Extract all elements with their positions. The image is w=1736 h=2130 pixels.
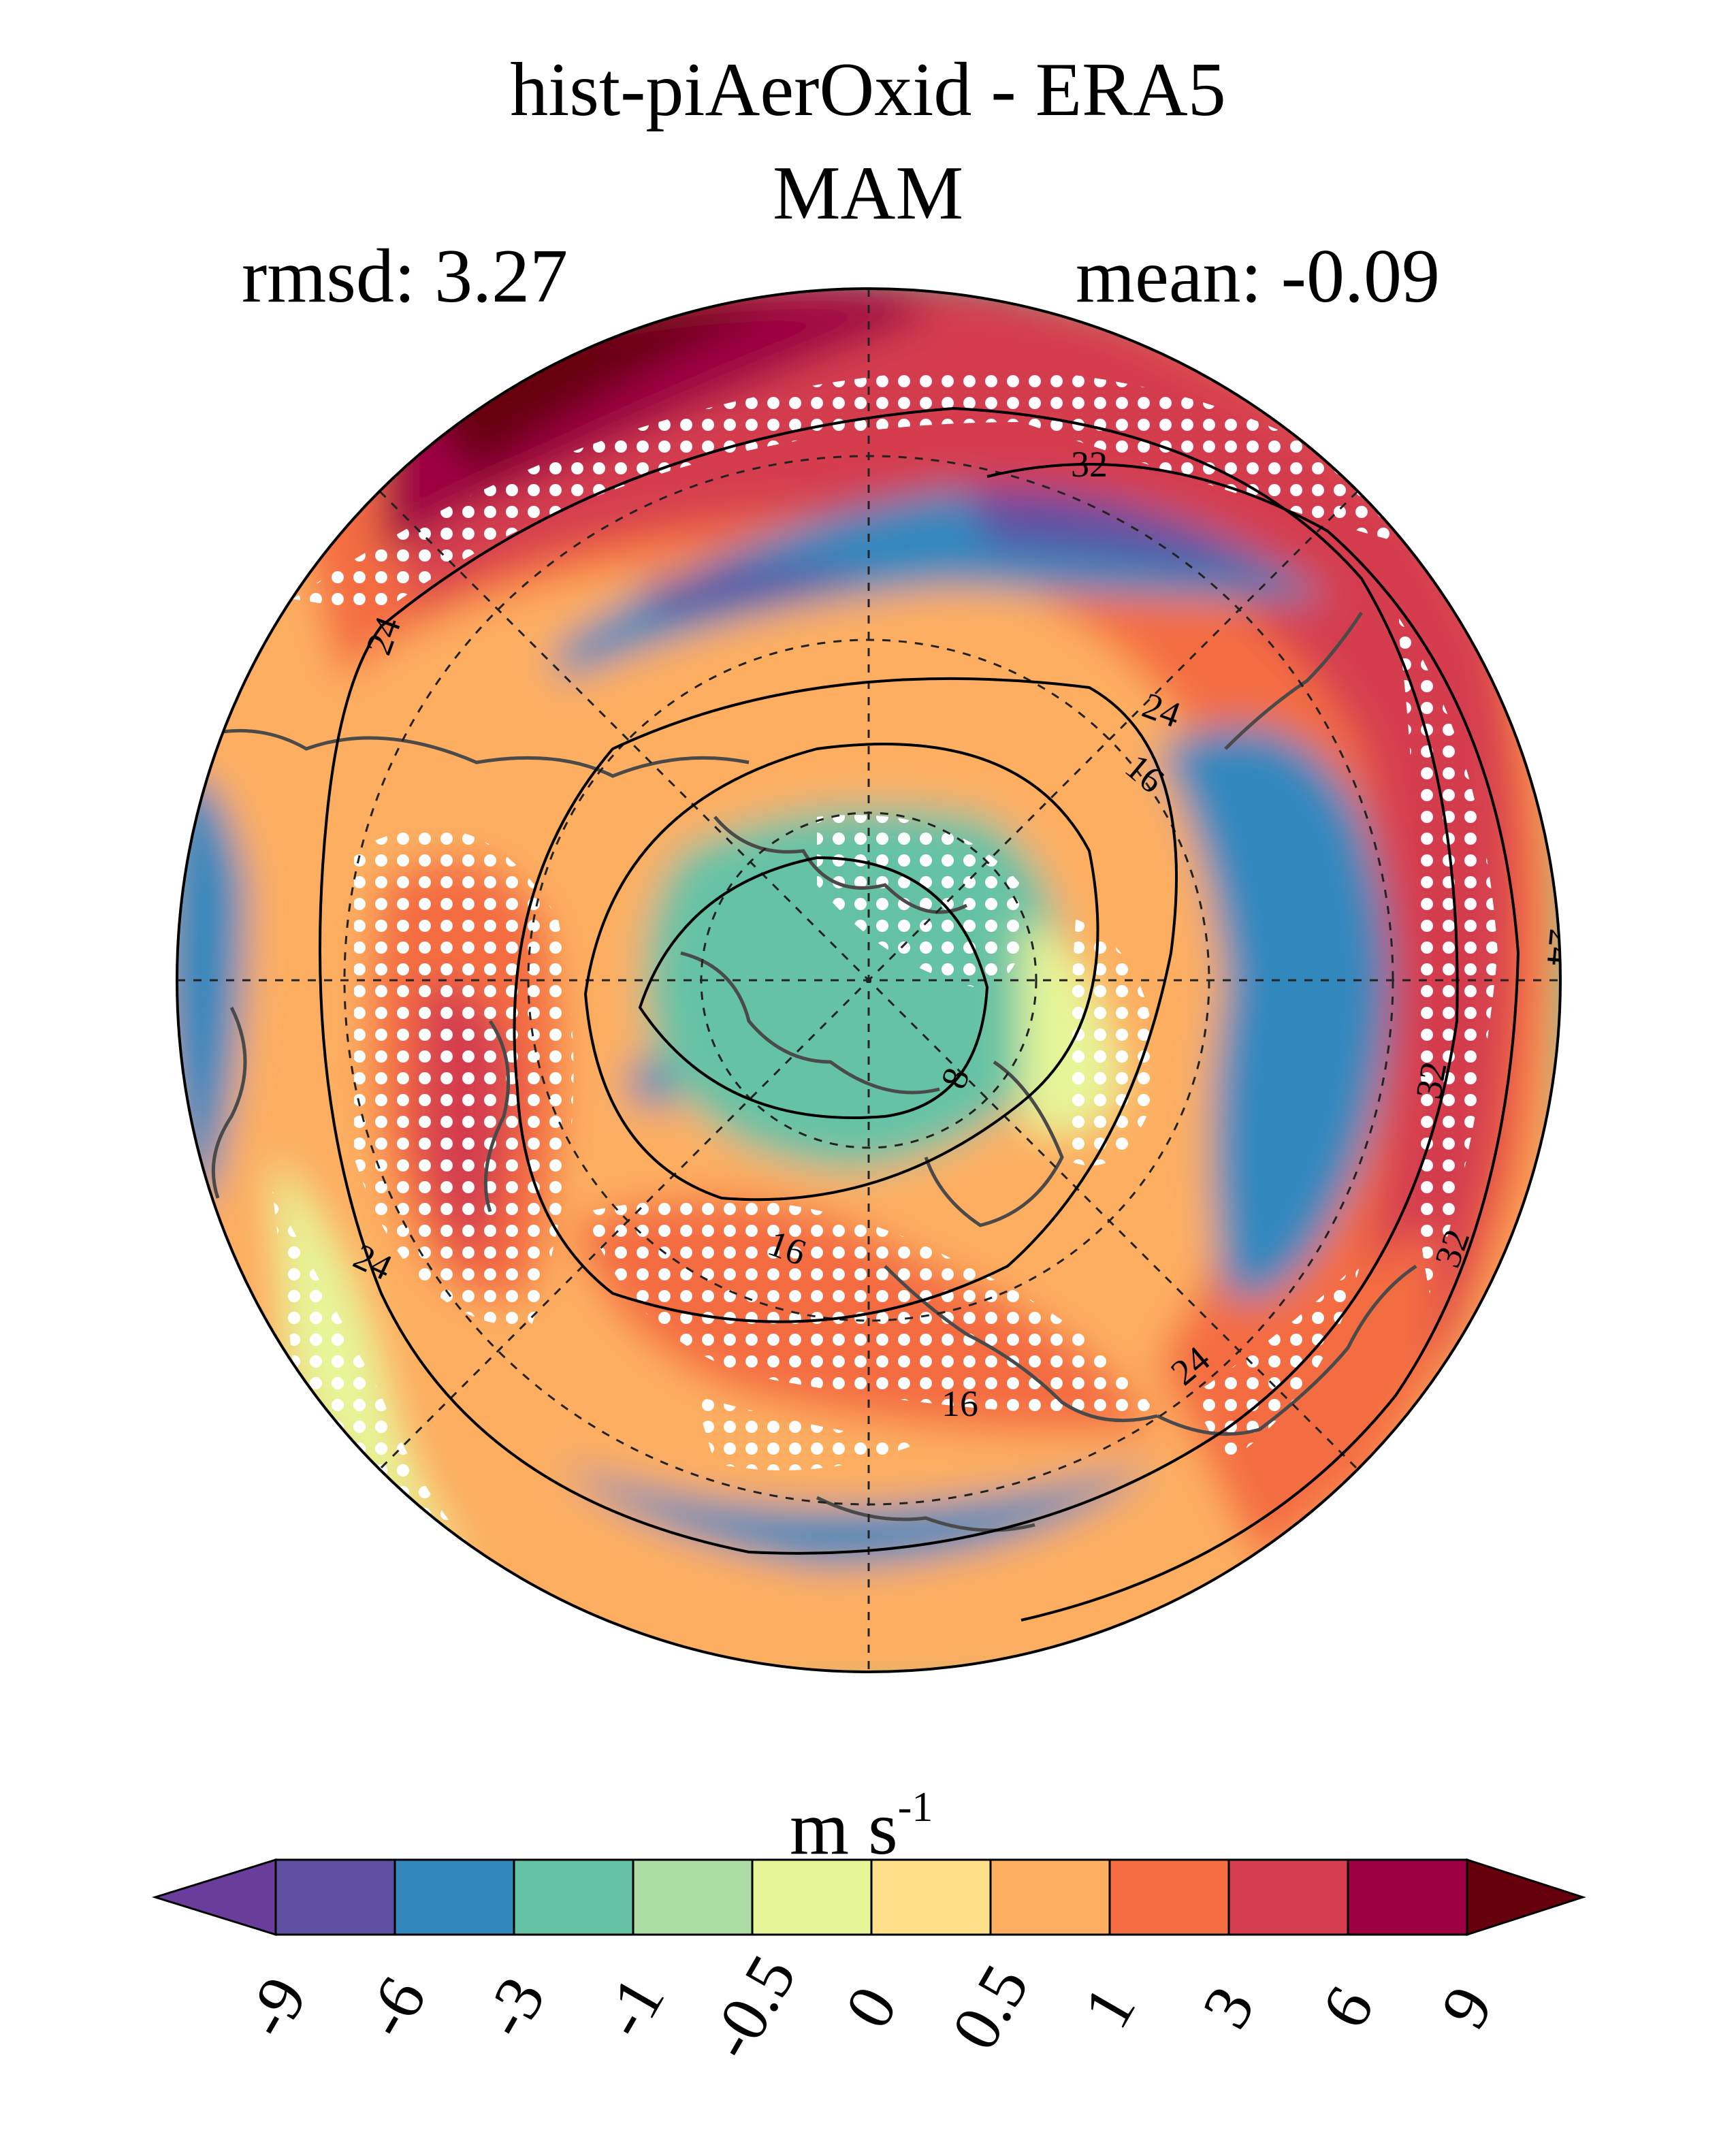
- contour-label: 24: [1539, 927, 1583, 967]
- colorbar-units: m s-1: [790, 1786, 933, 1867]
- colorbar-box: [1227, 1858, 1349, 1936]
- polar-map: 32 24 24 16 8 16 24 16 24 32 32 24: [176, 287, 1583, 1673]
- colorbar-extend-low: [151, 1858, 277, 1937]
- figure-title: hist-piAerOxid - ERA5: [510, 48, 1226, 132]
- contour-label: 16: [942, 1383, 978, 1424]
- figure-subtitle: MAM: [772, 151, 964, 236]
- map-boundary: [176, 287, 1562, 1673]
- graticule: [177, 289, 1560, 1672]
- colorbar-box: [989, 1858, 1111, 1936]
- coastlines: [204, 611, 1417, 1532]
- colorbar-box: [1108, 1858, 1230, 1936]
- units-exponent: -1: [897, 1784, 933, 1830]
- colorbar-extend-high: [1466, 1858, 1586, 1937]
- colorbar-box: [393, 1858, 515, 1936]
- map-field: 32 24 24 16 8 16 24 16 24 32 32 24: [177, 289, 1583, 1672]
- colorbar-box: [751, 1858, 873, 1936]
- colorbar-box: [870, 1858, 992, 1936]
- mean-label: mean: -0.09: [1076, 234, 1440, 319]
- colorbar-box: [274, 1858, 396, 1936]
- contour-label: 32: [1408, 1059, 1454, 1102]
- colorbar-box: [513, 1858, 634, 1936]
- units-base: m s: [790, 1786, 898, 1871]
- contour-label: 32: [1071, 444, 1108, 485]
- rmsd-label: rmsd: 3.27: [242, 234, 568, 319]
- colorbar-box: [632, 1858, 754, 1936]
- colorbar-box: [1347, 1858, 1468, 1936]
